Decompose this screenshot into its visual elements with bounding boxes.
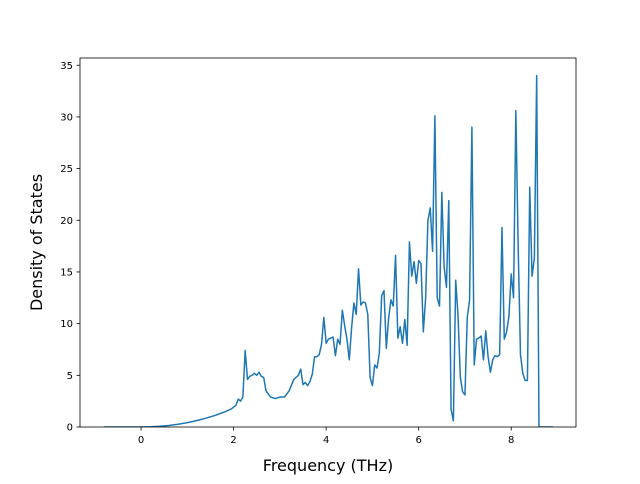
x-tick-label: 0: [138, 435, 144, 446]
y-tick-label: 5: [67, 371, 73, 382]
y-tick-label: 0: [67, 423, 73, 434]
plot-frame: [79, 57, 577, 428]
y-axis-title: Density of States: [27, 174, 46, 311]
x-tick-label: 2: [230, 435, 236, 446]
y-tick-label: 10: [60, 319, 73, 330]
y-axis-ticks: 0 5 10 15 20 25 30 35: [60, 61, 80, 434]
y-tick-label: 25: [60, 164, 73, 175]
x-axis-ticks: 0 2 4 6 8: [138, 427, 514, 446]
y-tick-label: 15: [60, 268, 73, 279]
x-tick-label: 4: [323, 435, 329, 446]
y-tick-label: 30: [60, 113, 73, 124]
y-tick-label: 20: [60, 216, 73, 227]
plot-area: [104, 74, 553, 427]
x-tick-label: 6: [415, 435, 421, 446]
y-tick-label: 35: [60, 61, 73, 72]
x-axis-title: Frequency (THz): [263, 456, 393, 475]
x-tick-label: 8: [508, 435, 514, 446]
series-line-0: [104, 74, 553, 427]
